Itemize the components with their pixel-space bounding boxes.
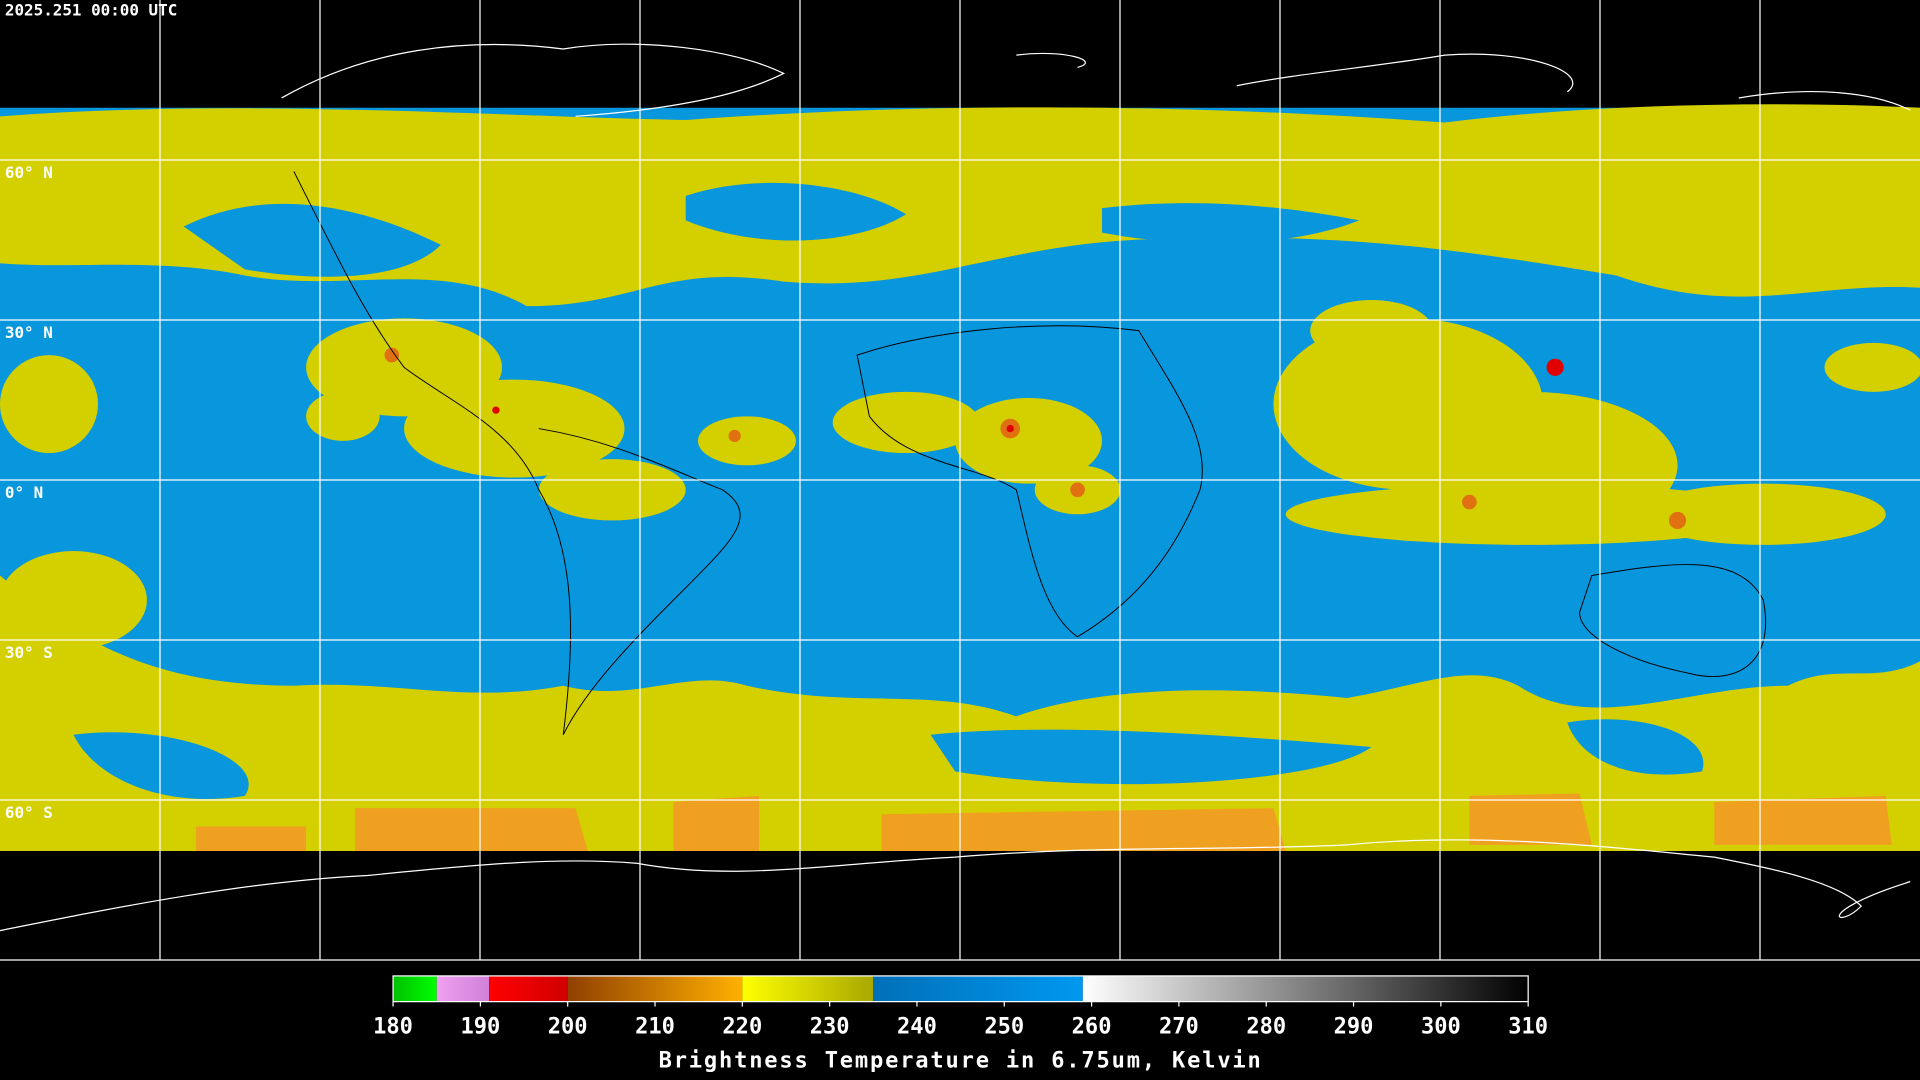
colorbar-segment xyxy=(1082,975,1529,1002)
colorbar-tick-label: 280 xyxy=(1246,1014,1286,1039)
colorbar-segment xyxy=(436,975,490,1002)
colorbar-segment xyxy=(567,975,743,1002)
colorbar-segment xyxy=(393,975,437,1002)
colorbar-tick-label: 310 xyxy=(1508,1014,1548,1039)
latitude-label: 30° S xyxy=(5,643,53,662)
colorbar-tick-label: 210 xyxy=(635,1014,675,1039)
deep-convection xyxy=(384,347,1687,529)
colorbar-segment xyxy=(873,975,1083,1002)
colorbar-frame xyxy=(392,975,1529,1003)
colorbar-label: Brightness Temperature in 6.75um, Kelvin xyxy=(659,1049,1263,1074)
colorbar-tick-label: 290 xyxy=(1334,1014,1374,1039)
cold-polar-air xyxy=(195,793,1892,852)
coastlines xyxy=(0,43,1911,932)
colorbar-segment xyxy=(489,975,568,1002)
colorbar-tick-label: 260 xyxy=(1072,1014,1112,1039)
cold-cloud-top xyxy=(492,358,1564,433)
colorbar-tick-label: 250 xyxy=(984,1014,1024,1039)
convection xyxy=(0,300,1920,649)
latitude-label: 0° N xyxy=(5,483,43,502)
graticule xyxy=(0,0,1920,961)
colorbar-segment xyxy=(742,975,874,1002)
colorbar-tick-label: 220 xyxy=(722,1014,762,1039)
colorbar-tick-label: 270 xyxy=(1159,1014,1199,1039)
dry-slot xyxy=(183,182,1360,277)
colorbar-tick-label: 180 xyxy=(373,1014,413,1039)
colorbar-tick-label: 240 xyxy=(897,1014,937,1039)
dry-slot xyxy=(73,719,1704,800)
colorbar-tick-label: 200 xyxy=(548,1014,588,1039)
latitude-label: 30° N xyxy=(5,323,53,342)
latitude-label: 60° S xyxy=(5,803,53,822)
latitude-label: 60° N xyxy=(5,163,53,182)
timestamp: 2025.251 00:00 UTC xyxy=(5,1,177,20)
colorbar-tick-label: 190 xyxy=(460,1014,500,1039)
colorbar-tick-label: 230 xyxy=(810,1014,850,1039)
colorbar-tick-label: 300 xyxy=(1421,1014,1461,1039)
